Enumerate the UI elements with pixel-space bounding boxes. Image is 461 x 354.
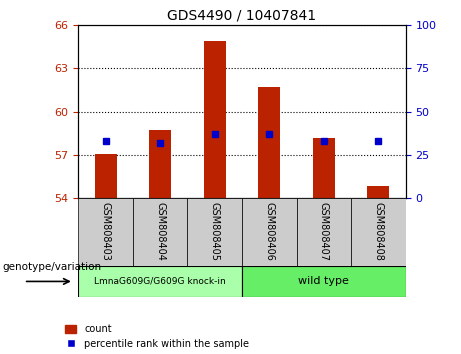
Bar (258, 87, 280, 198)
Text: GSM808404: GSM808404 (155, 202, 165, 261)
Text: GSM808407: GSM808407 (319, 202, 329, 261)
Bar (242, 198, 296, 266)
Legend: count, percentile rank within the sample: count, percentile rank within the sample (65, 324, 249, 349)
Title: GDS4490 / 10407841: GDS4490 / 10407841 (167, 8, 317, 22)
Bar (351, 198, 406, 266)
Bar (133, 198, 188, 266)
Bar (149, 130, 171, 198)
Bar (78, 266, 242, 297)
Text: LmnaG609G/G609G knock-in: LmnaG609G/G609G knock-in (95, 277, 226, 286)
Text: wild type: wild type (298, 276, 349, 286)
Text: GSM808406: GSM808406 (264, 202, 274, 261)
Text: GSM808403: GSM808403 (100, 202, 111, 261)
Bar (242, 266, 406, 297)
Bar (78, 198, 133, 266)
Text: GSM808405: GSM808405 (210, 202, 220, 261)
Text: GSM808408: GSM808408 (373, 202, 384, 261)
Bar (313, 138, 335, 198)
Bar (188, 198, 242, 266)
Bar (367, 186, 389, 198)
Text: genotype/variation: genotype/variation (2, 262, 101, 272)
Bar (296, 198, 351, 266)
Bar (204, 41, 226, 198)
Bar (95, 154, 117, 198)
